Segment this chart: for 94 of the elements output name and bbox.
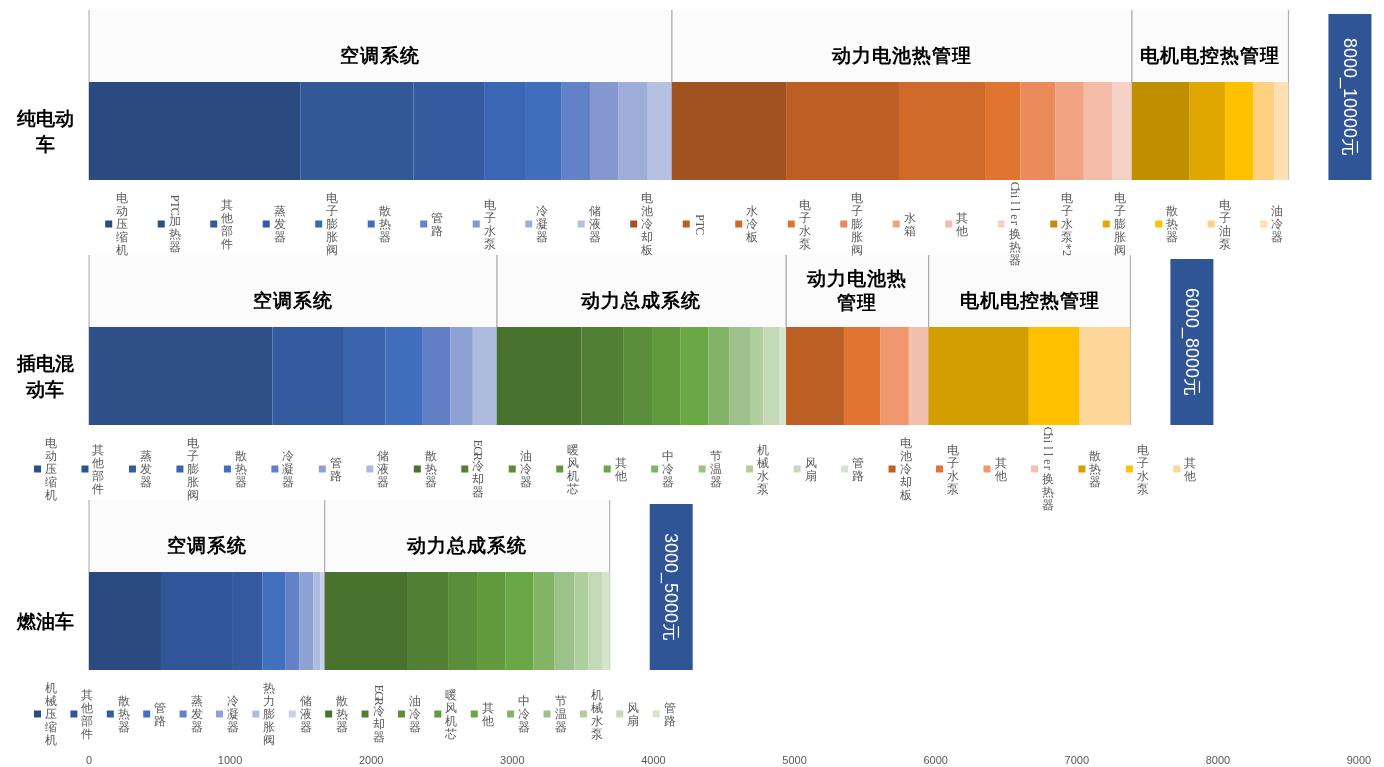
legend-label: 电子油泵 <box>1218 197 1231 251</box>
y-tick-label: 纯电动车 <box>15 108 74 155</box>
legend-label: 机械水泵 <box>590 687 603 741</box>
band-label: 动力总成系统 <box>580 290 702 311</box>
legend-label: 热力膨胀阀 <box>263 681 276 747</box>
legend-label: 暖风机芯 <box>444 687 458 741</box>
legend-label: 电子水泵 <box>1136 442 1149 496</box>
legend-label: 蒸发器 <box>273 204 286 244</box>
legend-label: 管路 <box>154 700 167 728</box>
legend-label: 冷凝器 <box>226 694 239 734</box>
legend-label: 其他 <box>481 700 494 728</box>
annotation: 3000_5000元 <box>660 532 682 642</box>
legend-label: 散热器 <box>234 449 247 489</box>
legend-label: 管路 <box>431 210 444 238</box>
x-tick-label: 0 <box>85 754 93 766</box>
band-label: 电机电控热管理 <box>1140 45 1281 66</box>
band-label: 空调系统 <box>252 290 333 311</box>
legend-label: 管路 <box>852 455 865 483</box>
text: Chiller换热器 <box>1007 181 1022 267</box>
legend-label: 散热器 <box>1089 449 1102 489</box>
legend-label: 水冷板 <box>745 204 759 244</box>
legend-label: 散热器 <box>424 449 437 489</box>
x-tick-label: 2000 <box>358 754 384 766</box>
legend-label: 蒸发器 <box>139 449 152 489</box>
y-tick-label: 插电混动车 <box>15 353 75 400</box>
legend-label: 散热器 <box>117 694 130 734</box>
legend-label: 油冷器 <box>519 449 532 489</box>
legend-label: PTC <box>692 214 707 236</box>
legend-label: 其他 <box>614 455 627 483</box>
legend-label: 电子水泵 <box>483 197 496 251</box>
x-tick-label: 4000 <box>641 754 666 766</box>
legend-label: 散热器 <box>378 204 391 244</box>
legend-label: 电子水泵*2 <box>1060 191 1075 256</box>
legend-label: 其他部件 <box>81 687 94 741</box>
legend-label: 其他部件 <box>92 442 105 496</box>
x-tick-label: 7000 <box>1064 754 1090 766</box>
legend-label: 储液器 <box>588 204 601 244</box>
band-label: 动力总成系统 <box>406 535 528 556</box>
legend-label: 电子水泵 <box>798 197 811 251</box>
legend-label: 风扇 <box>627 700 640 728</box>
legend-label: 节温器 <box>709 449 722 489</box>
legend-label: 机械压缩机 <box>45 681 57 747</box>
price-box: 6000_8000元 <box>1170 259 1214 425</box>
band-label: 动力电池热管理 <box>830 45 972 66</box>
legend-label: 管路 <box>329 455 342 483</box>
legend-label: 电子膨胀阀 <box>1113 191 1126 257</box>
x-tick-label: 1000 <box>217 754 243 766</box>
legend-label: EGR冷却器 <box>471 439 486 499</box>
legend-label: 其他 <box>1184 455 1197 483</box>
band-label: 空调系统 <box>166 535 247 556</box>
legend-label: 电子膨胀阀 <box>326 191 339 257</box>
legend-label: 散热器 <box>1166 204 1179 244</box>
text: Chiller换热器 <box>1040 426 1055 512</box>
legend-label: EGR冷却器 <box>371 684 386 744</box>
price-box: 8000_10000元 <box>1328 14 1372 180</box>
x-tick-label: 3000 <box>500 754 525 766</box>
legend-label: 电动压缩机 <box>116 191 129 257</box>
legend-label: 电池冷却板 <box>640 191 654 257</box>
legend-label: PTC加热器 <box>167 194 182 254</box>
y-tick-label: 燃油车 <box>15 611 74 632</box>
annotation: 8000_10000元 <box>1338 37 1360 157</box>
legend-label: 中冷器 <box>518 694 531 734</box>
legend-label: 中冷器 <box>662 449 675 489</box>
price-box: 3000_5000元 <box>649 504 693 670</box>
legend-label: 机械水泵 <box>757 442 770 496</box>
band-label: 电机电控热管理 <box>959 290 1100 311</box>
legend-label: 其他部件 <box>221 197 234 251</box>
x-tick-label: 6000 <box>923 754 948 766</box>
legend-label: 风扇 <box>804 455 817 483</box>
legend-label: 节温器 <box>554 694 567 734</box>
legend-label: 电动压缩机 <box>45 436 57 502</box>
x-tick-label: 5000 <box>782 754 807 766</box>
legend-label: 储液器 <box>377 449 390 489</box>
x-tick-label: 9000 <box>1346 754 1372 766</box>
legend-label: 电子膨胀阀 <box>851 191 864 257</box>
legend-label: 蒸发器 <box>190 694 203 734</box>
legend-label: 暖风机芯 <box>566 442 580 496</box>
legend-label: 油冷器 <box>1271 204 1284 244</box>
band-label: 动力电池热管理 <box>806 268 908 313</box>
legend-label: 油冷器 <box>408 694 421 734</box>
annotation: 6000_8000元 <box>1180 287 1202 397</box>
band-label: 空调系统 <box>340 45 421 66</box>
legend-label: 电子膨胀阀 <box>187 436 200 502</box>
legend-label: 电池冷却板 <box>898 436 912 502</box>
legend-label: 电子水泵 <box>947 442 960 496</box>
legend-label: 冷凝器 <box>282 449 295 489</box>
legend-label: 水箱 <box>903 210 916 238</box>
legend-label: 散热器 <box>336 694 349 734</box>
x-tick-label: 8000 <box>1205 754 1231 766</box>
legend-label: 管路 <box>663 700 676 728</box>
legend-label: 冷凝器 <box>536 204 549 244</box>
legend-label: 其他 <box>956 210 969 238</box>
legend-label: 其他 <box>994 455 1007 483</box>
legend-label: 储液器 <box>299 694 312 734</box>
